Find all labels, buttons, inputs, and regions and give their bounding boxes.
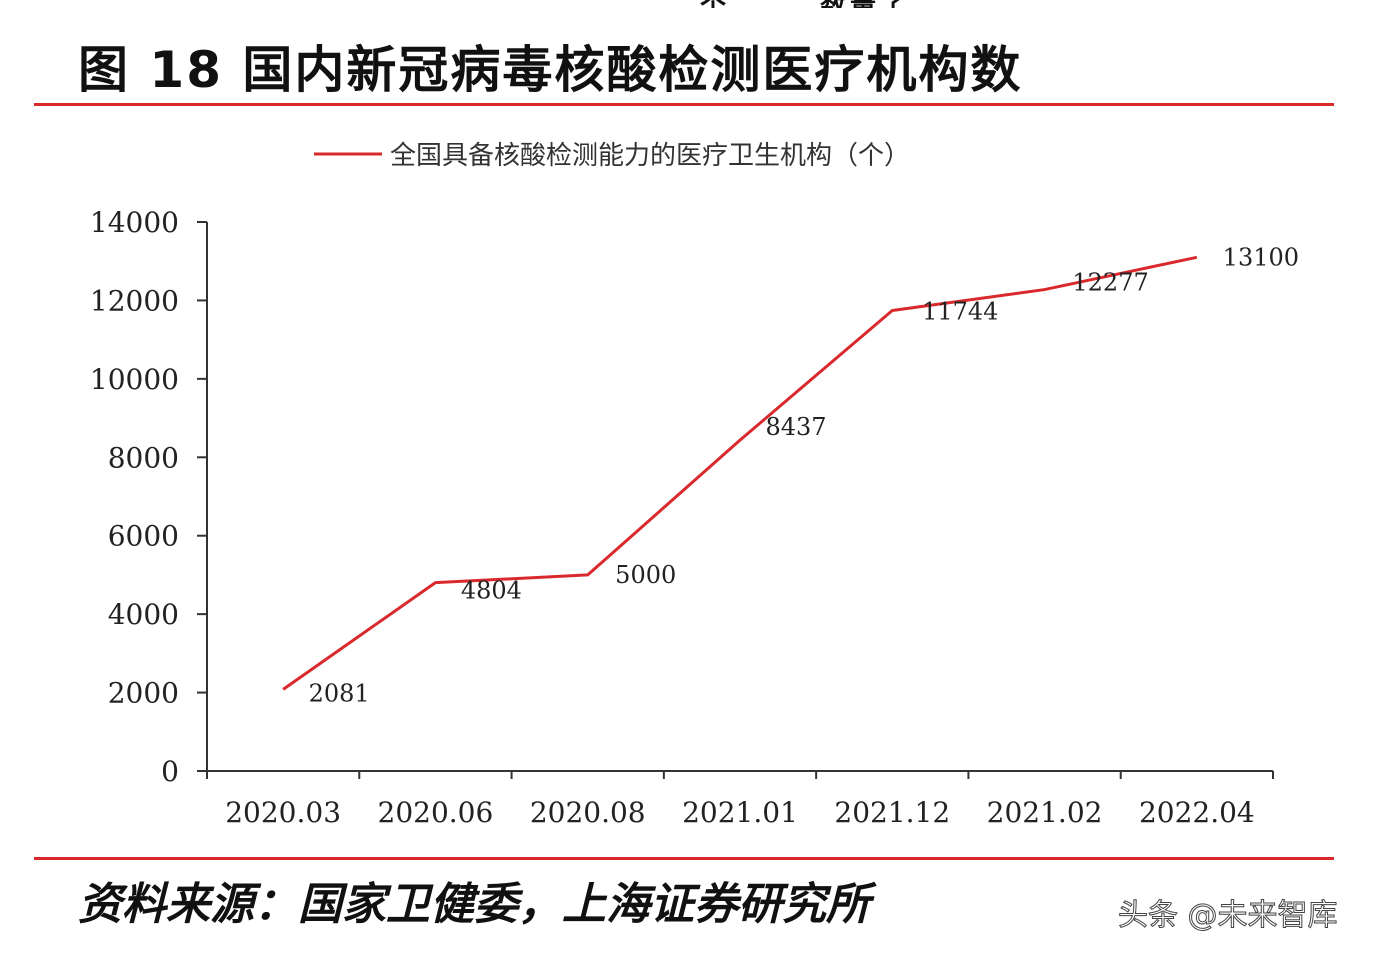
- watermark: 头条 @未来智库: [1118, 898, 1339, 934]
- x-tick-label: 2020.06: [378, 796, 494, 829]
- y-tick-label: 4000: [108, 598, 179, 631]
- legend-label: 全国具备核酸检测能力的医疗卫生机构（个）: [390, 141, 910, 171]
- y-tick-label: 2000: [108, 677, 179, 710]
- x-tick-label: 2021.02: [987, 796, 1103, 829]
- cropped-previous-text: 个，……数量了: [700, 0, 1200, 8]
- data-label: 4804: [461, 577, 522, 605]
- x-tick-label: 2022.04: [1139, 796, 1255, 829]
- y-tick-label: 10000: [90, 363, 179, 396]
- figure-title: 图 18 国内新冠病毒核酸检测医疗机构数: [78, 41, 1023, 99]
- source-note: 资料来源：国家卫健委，上海证券研究所: [78, 879, 870, 930]
- chart-legend: 全国具备核酸检测能力的医疗卫生机构（个）: [314, 141, 910, 171]
- y-tick-label: 6000: [108, 520, 179, 553]
- data-label: 13100: [1223, 243, 1299, 271]
- series-line: [282, 255, 1198, 691]
- x-tick-label: 2021.12: [834, 796, 950, 829]
- data-label: 11744: [922, 297, 998, 325]
- source-divider: [34, 857, 1334, 860]
- series-group: [282, 255, 1198, 691]
- data-label: 2081: [309, 679, 370, 707]
- y-tick-label: 8000: [108, 441, 179, 474]
- data-label: 12277: [1072, 269, 1148, 297]
- y-tick-label: 12000: [90, 284, 179, 317]
- title-divider: [34, 103, 1334, 106]
- y-tick-label: 0: [161, 755, 179, 788]
- data-label: 5000: [615, 561, 676, 589]
- x-tick-label: 2020.08: [530, 796, 646, 829]
- data-label: 8437: [765, 413, 826, 441]
- x-axis-ticks: 2020.03 2020.06 2020.08 2021.01 2021.12 2021.…: [206, 771, 1274, 829]
- chart-axes: [206, 222, 1273, 772]
- y-axis-ticks: 0 2000 4000 6000 8000 10000 12000 14000: [90, 206, 207, 788]
- y-tick-label: 14000: [90, 206, 179, 239]
- x-tick-label: 2020.03: [225, 796, 341, 829]
- x-tick-label: 2021.01: [682, 796, 798, 829]
- data-labels: 2081 4804 5000 8437 11744 12277 13100: [309, 243, 1299, 707]
- line-chart: 全国具备核酸检测能力的医疗卫生机构（个） 0 2000 4000 6000 8000 10…: [90, 141, 1299, 829]
